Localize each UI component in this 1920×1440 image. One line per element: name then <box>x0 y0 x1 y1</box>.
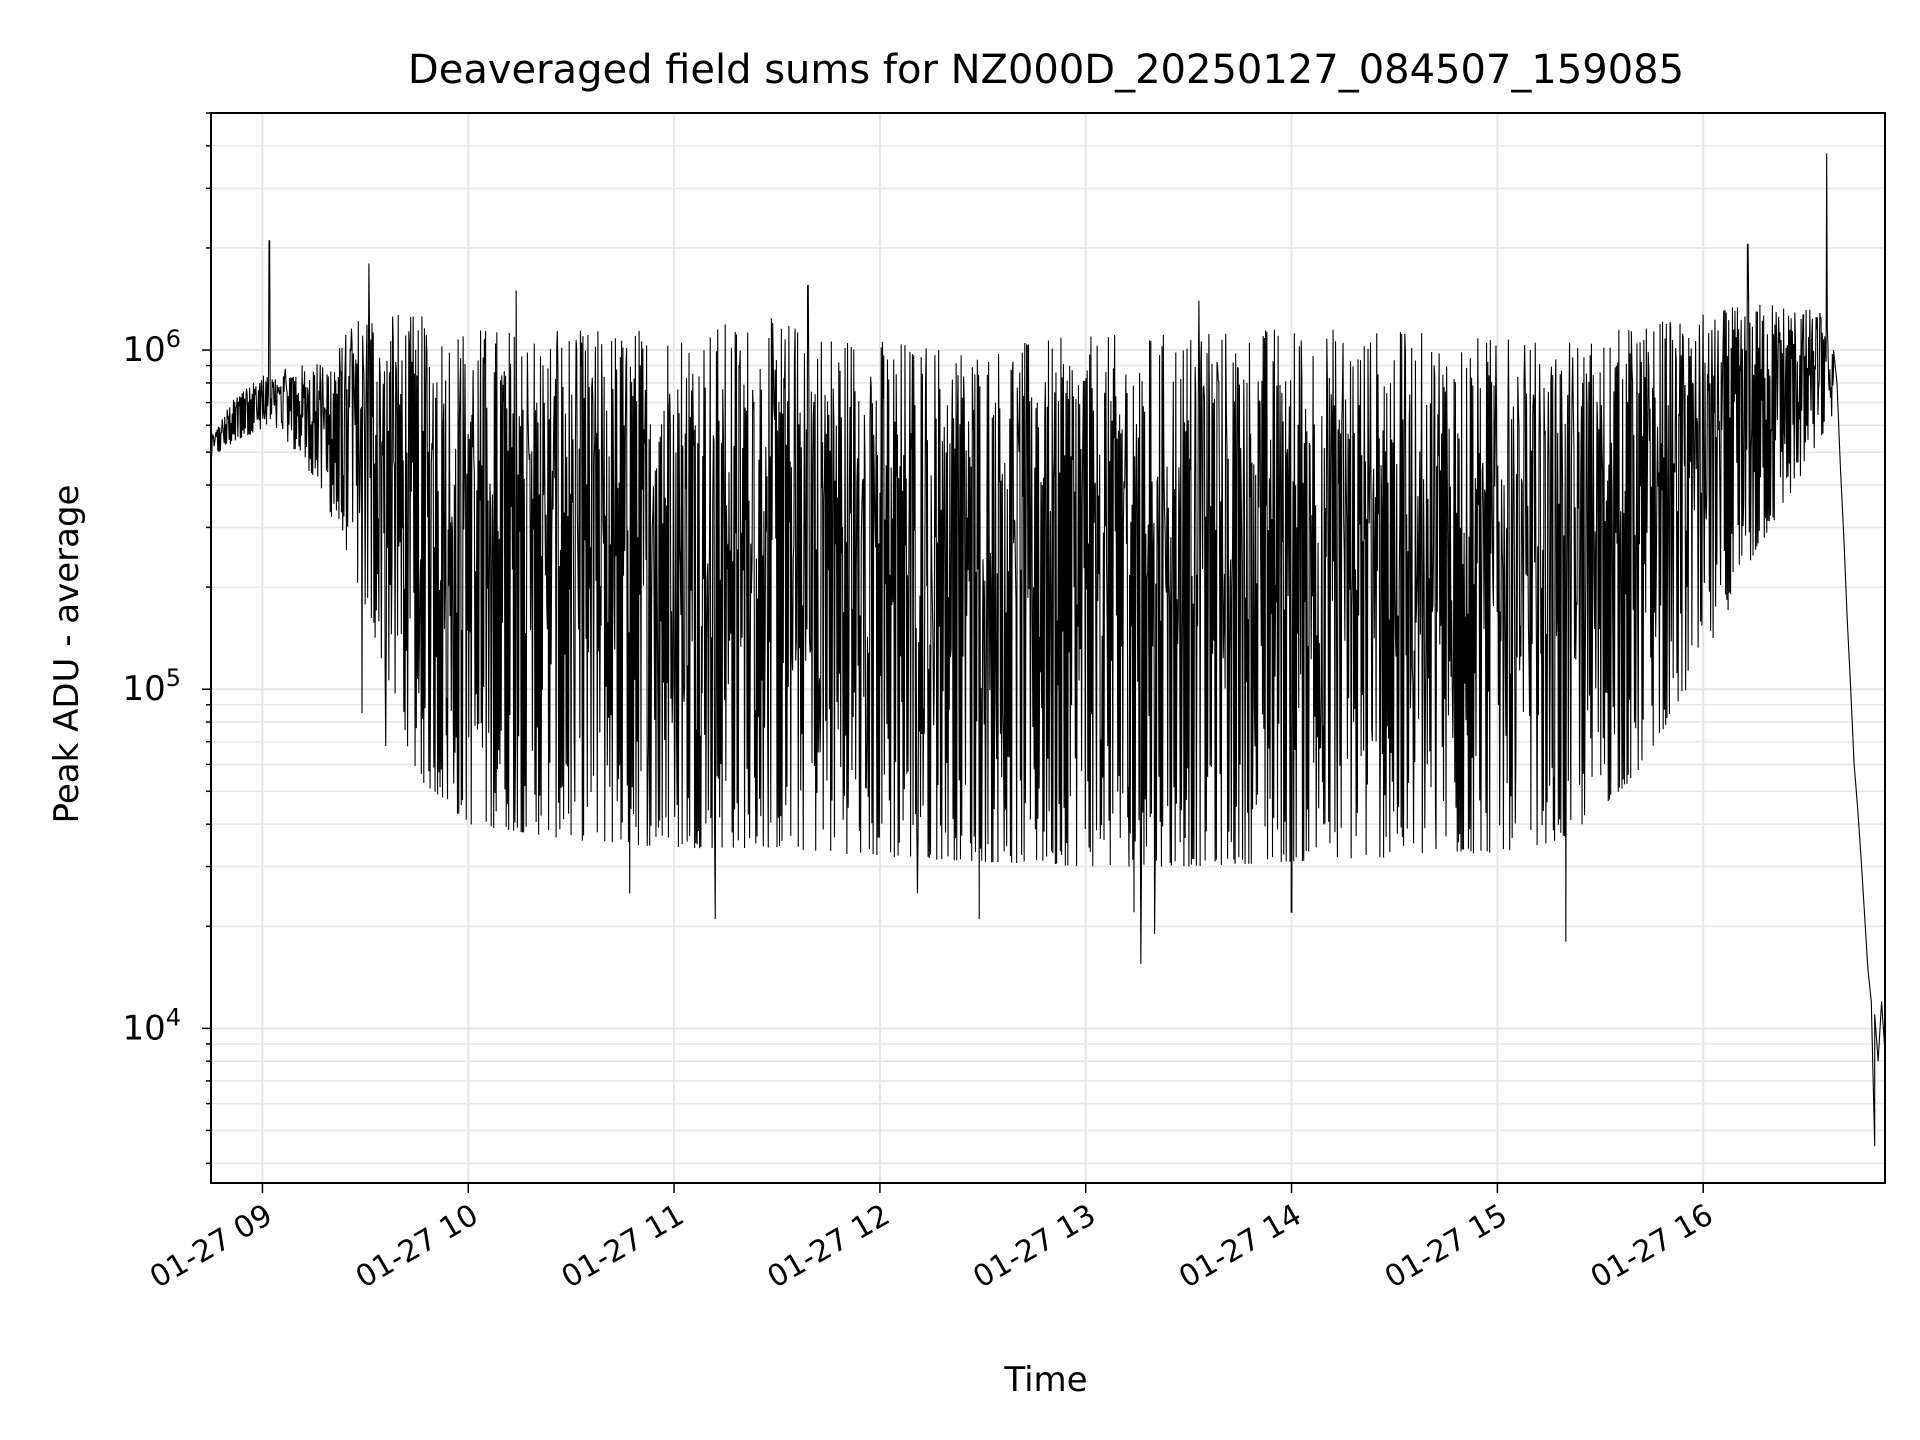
y-axis-label: Peak ADU - average <box>47 485 87 824</box>
y-tick-label: 106 <box>122 325 181 370</box>
x-axis-label: Time <box>1003 1360 1087 1400</box>
y-tick-label: 105 <box>122 664 181 709</box>
chart-title: Deaveraged field sums for NZ000D_2025012… <box>408 47 1684 93</box>
plot-frame <box>210 112 1886 1184</box>
data-layer <box>211 153 1885 1146</box>
y-tick-label: 104 <box>122 1003 181 1048</box>
series-line <box>211 153 1885 1146</box>
